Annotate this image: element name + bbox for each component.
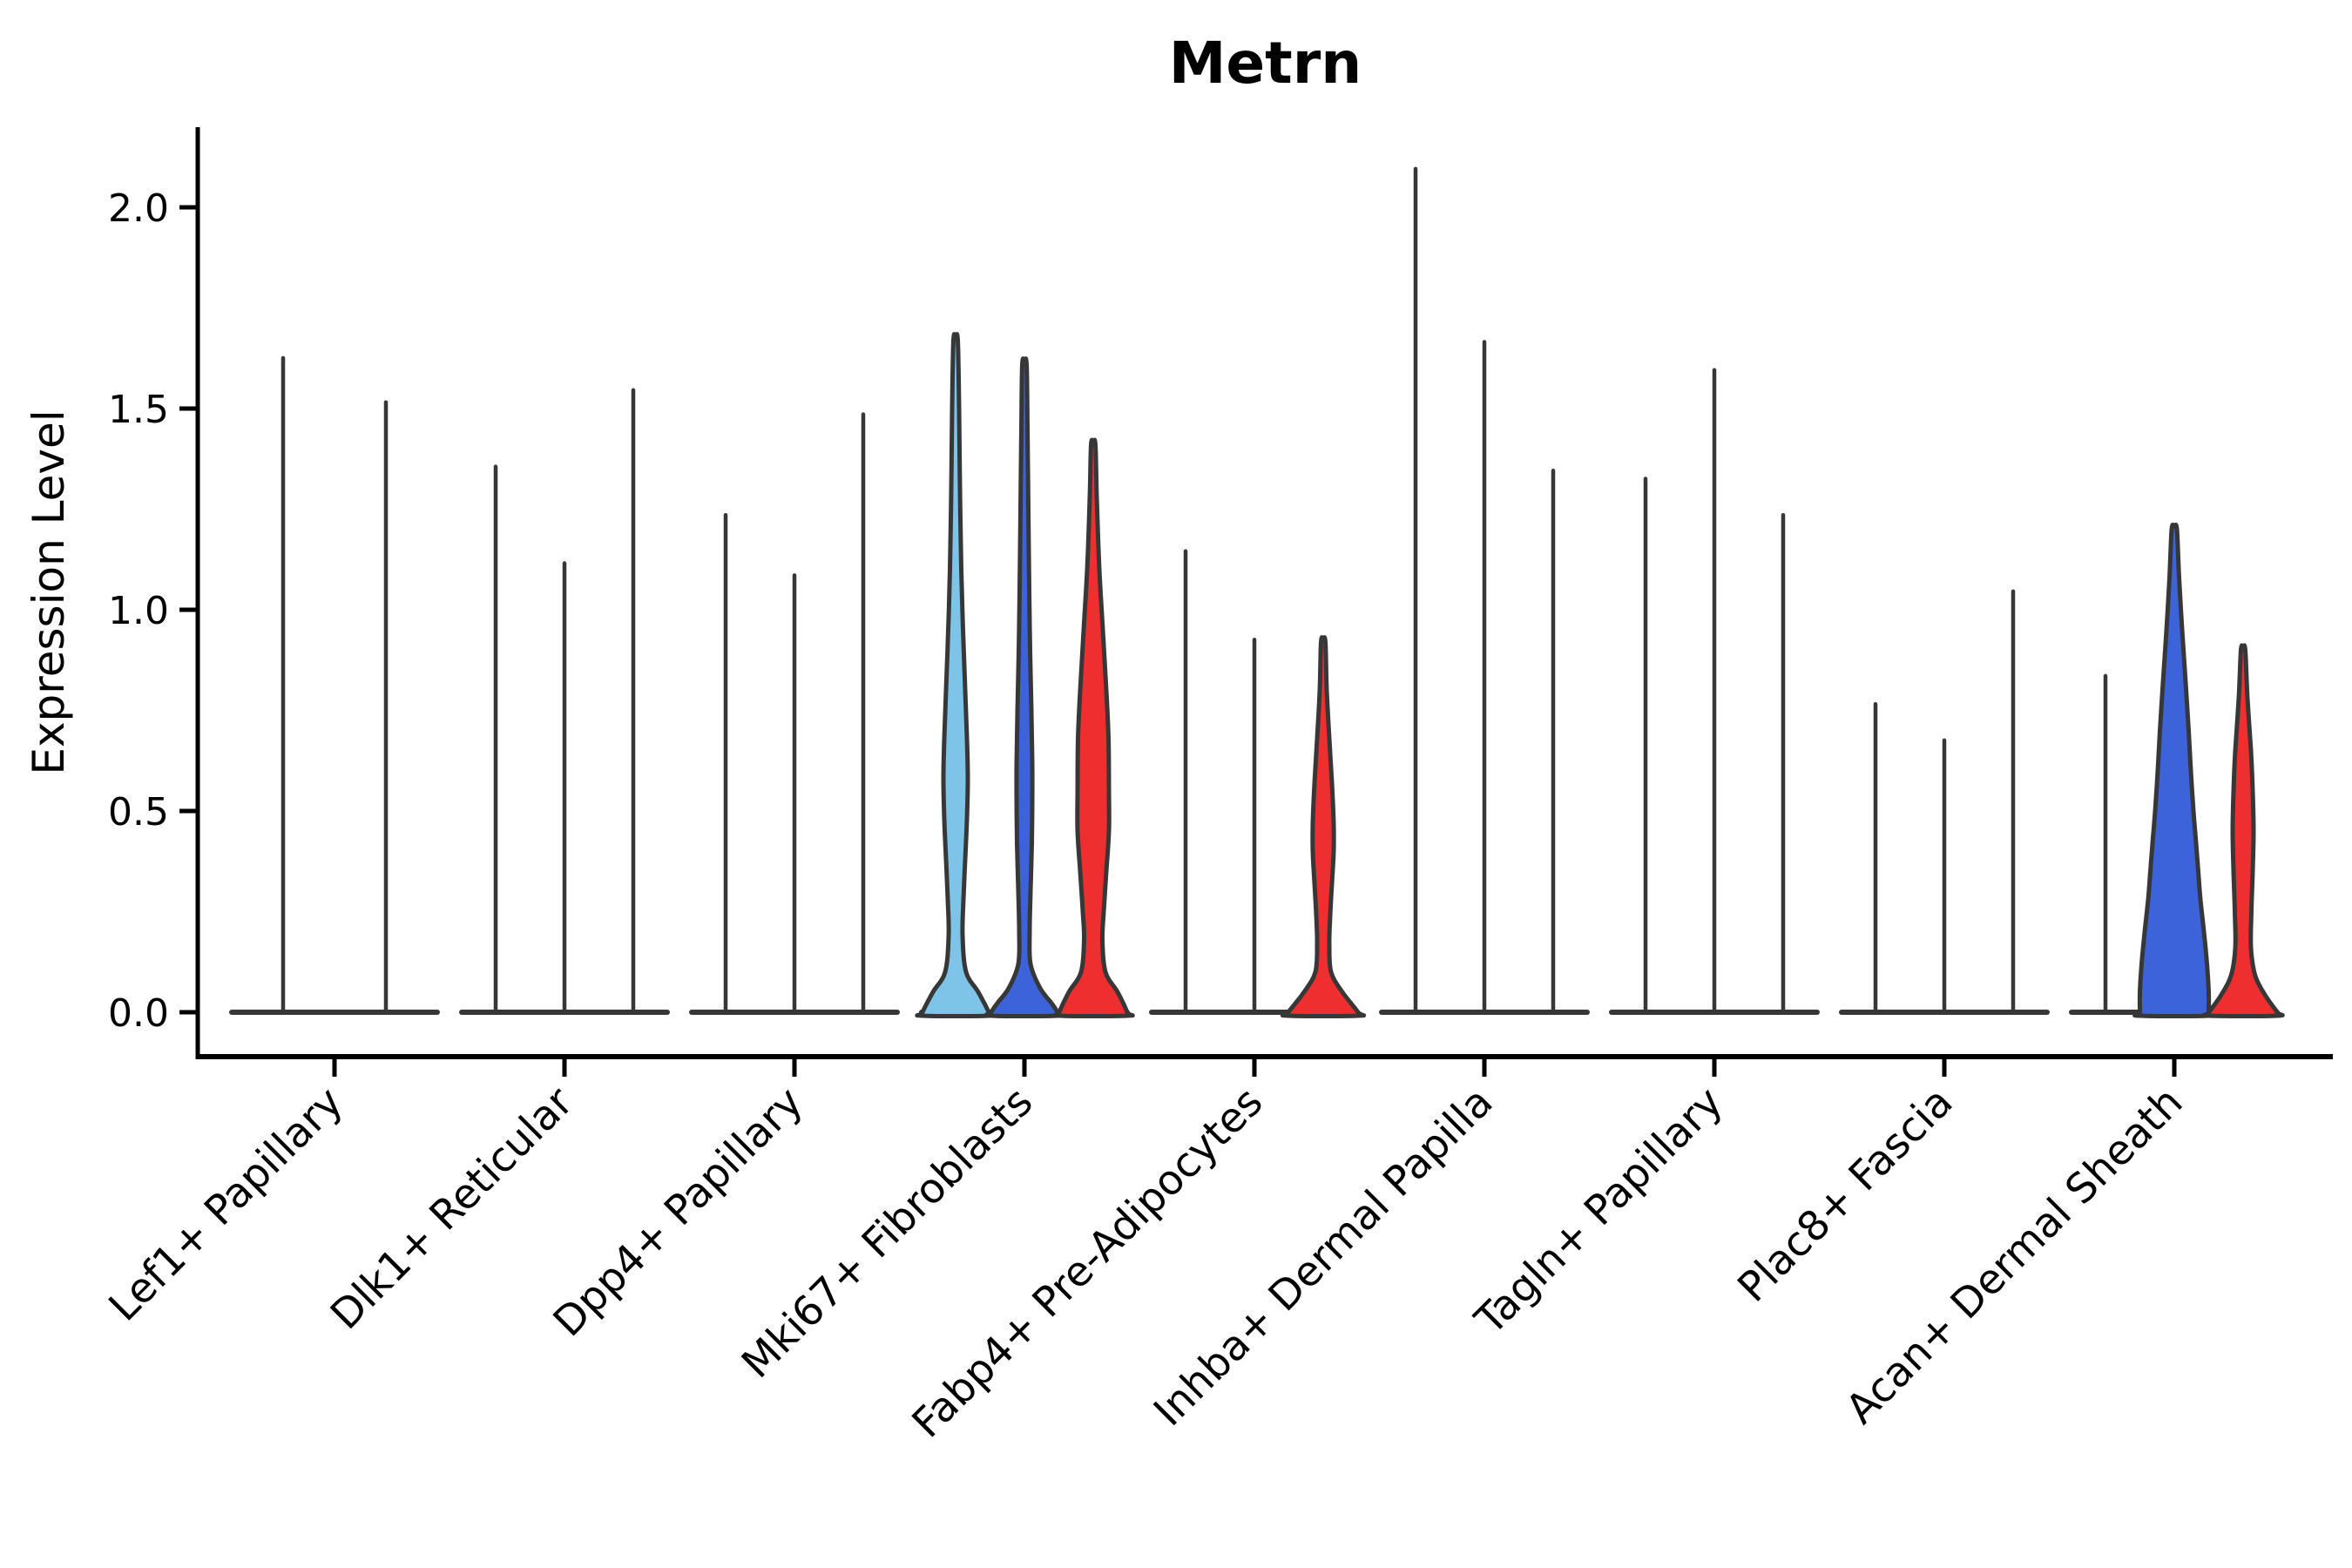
- x-tick-label: Dlk1+ Reticular: [321, 1078, 583, 1339]
- y-tick-label: 0.5: [108, 790, 169, 835]
- x-tick-label: Plac8+ Fascia: [1729, 1078, 1963, 1312]
- y-tick-label: 1.5: [108, 388, 169, 432]
- violin-body-red: [1051, 437, 1135, 1019]
- violin-body-red: [2201, 643, 2285, 1019]
- x-tick-label: Tagln+ Papillary: [1466, 1078, 1733, 1345]
- violin-body-red: [1280, 635, 1367, 1019]
- chart-title: Metrn: [1168, 30, 1362, 97]
- violin-body-blue: [2132, 522, 2216, 1019]
- x-tick-label: Dpp4+ Papillary: [544, 1078, 813, 1347]
- x-tick-label: Lef1+ Papillary: [100, 1078, 353, 1331]
- y-tick-label: 0.0: [108, 991, 169, 1036]
- violin-body-blue: [983, 356, 1065, 1019]
- y-tick-label: 2.0: [108, 186, 169, 231]
- violin-body-lightblue: [915, 332, 997, 1019]
- y-tick-label: 1.0: [108, 589, 169, 633]
